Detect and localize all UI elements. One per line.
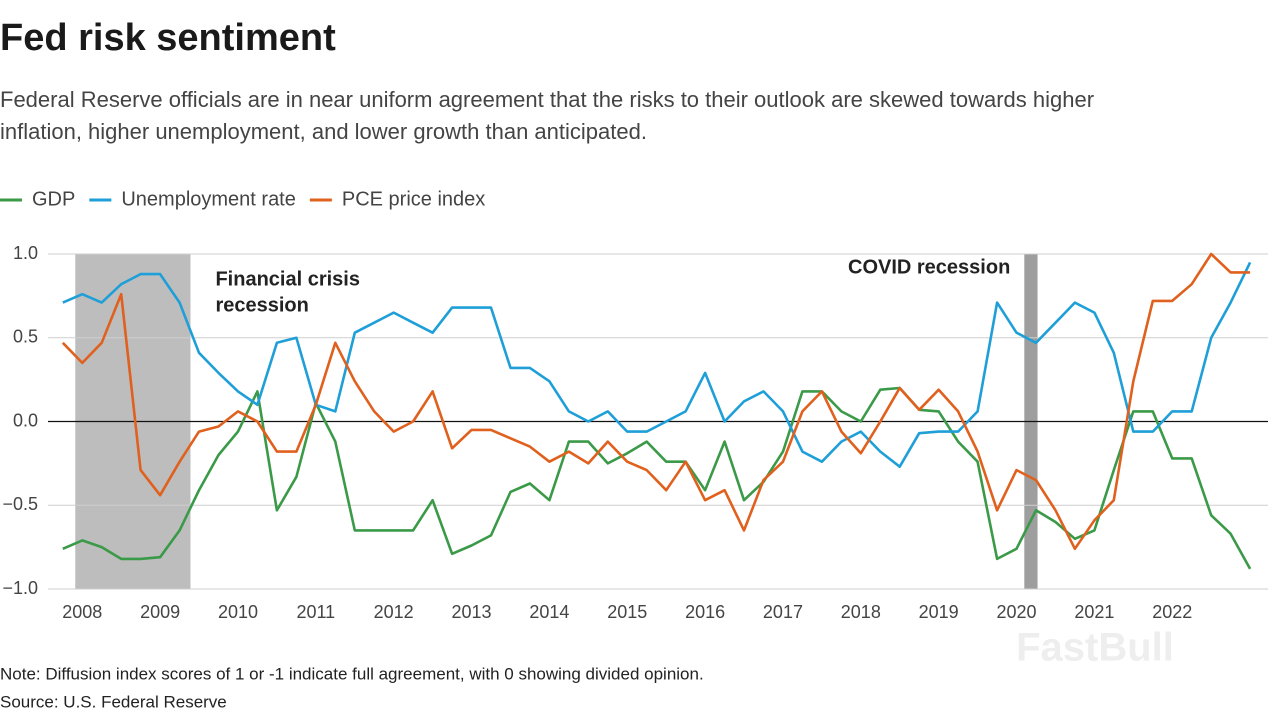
series-line — [61, 252, 1251, 551]
legend-label: GDP — [32, 188, 75, 210]
subtitle: Federal Reserve officials are in near un… — [0, 87, 1094, 112]
note: Note: Diffusion index scores of 1 or -1 … — [0, 664, 704, 683]
chart-title: Fed risk sentiment — [0, 17, 336, 59]
annotation: recession — [215, 294, 308, 316]
series-line — [62, 261, 1252, 468]
series-line — [62, 386, 1252, 570]
y-tick-label: −0.5 — [2, 494, 38, 514]
annotation: COVID recession — [848, 256, 1010, 278]
x-tick-label: 2009 — [140, 602, 180, 622]
x-tick-label: 2018 — [841, 602, 881, 622]
x-tick-label: 2019 — [919, 602, 959, 622]
legend-label: PCE price index — [342, 188, 485, 210]
y-tick-label: 0.0 — [13, 410, 38, 430]
x-tick-label: 2014 — [529, 602, 569, 622]
subtitle: inflation, higher unemployment, and lowe… — [0, 119, 647, 144]
x-tick-label: 2015 — [607, 602, 647, 622]
x-tick-label: 2021 — [1074, 602, 1114, 622]
y-tick-label: 0.5 — [13, 327, 38, 347]
source: Source: U.S. Federal Reserve — [0, 692, 227, 711]
legend-label: Unemployment rate — [121, 188, 296, 210]
annotation: Financial crisis — [215, 268, 360, 290]
x-tick-label: 2012 — [374, 602, 414, 622]
x-tick-label: 2016 — [685, 602, 725, 622]
x-tick-label: 2020 — [997, 602, 1037, 622]
watermark: FastBull — [1016, 626, 1174, 670]
y-tick-label: 1.0 — [13, 243, 38, 263]
x-tick-label: 2017 — [763, 602, 803, 622]
x-tick-label: 2008 — [62, 602, 102, 622]
x-tick-label: 2013 — [452, 602, 492, 622]
y-tick-label: −1.0 — [2, 578, 38, 598]
x-tick-label: 2010 — [218, 602, 258, 622]
x-tick-label: 2011 — [296, 602, 335, 622]
x-tick-label: 2022 — [1152, 602, 1192, 622]
